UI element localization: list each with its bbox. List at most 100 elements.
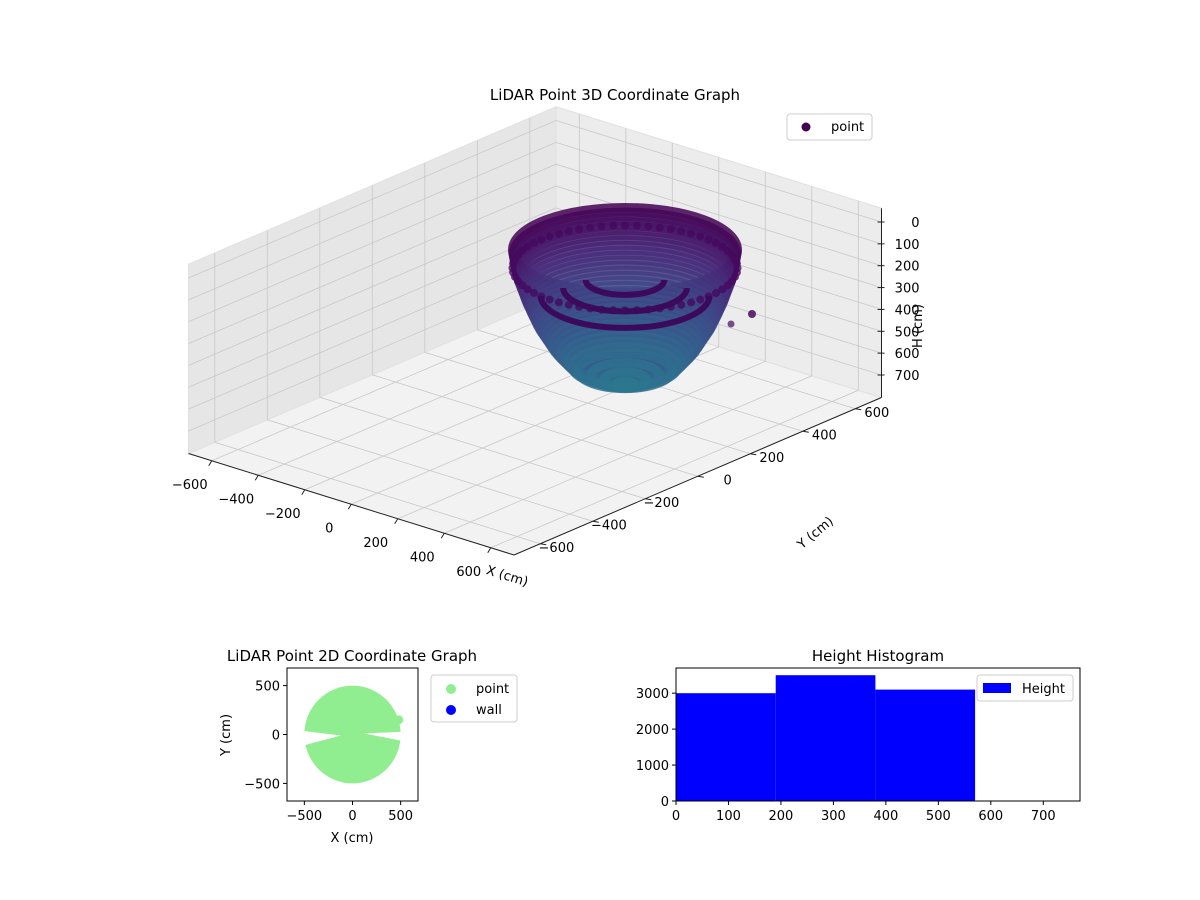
point-notch: [300, 730, 341, 747]
x-tick-label: −200: [265, 507, 301, 522]
grid-y: [319, 208, 646, 500]
y-tick-label: 0: [272, 729, 280, 744]
x-tick-label: 400: [873, 809, 898, 824]
height-histogram-ticks: 0 100 200 300 400 500 600 700 0 1000 2000 3000: [636, 687, 1056, 824]
y-tick-label: −400: [591, 518, 627, 533]
y-tick: [855, 408, 862, 411]
y-tick-label: 0: [661, 795, 669, 810]
z-tick-label: 300: [895, 282, 920, 297]
lidar-3d-xlabel: X (cm): [484, 563, 530, 590]
x-tick-label: 600: [978, 809, 1003, 824]
grid-y: [371, 185, 698, 477]
point: [575, 225, 584, 234]
y-tick-label: −500: [244, 777, 280, 792]
x-tick: [487, 547, 492, 554]
point-notch: [364, 731, 405, 742]
x-tick-label: 200: [363, 536, 388, 551]
point-arc: [560, 287, 690, 315]
x-tick: [254, 474, 259, 481]
y-tick-label: 200: [759, 451, 784, 466]
z-tick-label: 0: [911, 216, 919, 231]
point: [655, 223, 664, 232]
z-tick-label: 600: [895, 347, 920, 362]
lidar-2d-legend-point-marker: [446, 684, 456, 694]
y-tick-label: −200: [644, 496, 680, 511]
grid-z: [188, 185, 882, 344]
point-ring: [612, 376, 638, 392]
x-tick-label: 200: [769, 809, 794, 824]
grid-z: [188, 163, 882, 323]
point-arc: [537, 295, 713, 331]
lidar-2d-legend-wall-marker: [446, 705, 456, 715]
x-tick-label: 500: [388, 809, 413, 824]
x-tick-label: −600: [172, 478, 208, 493]
grid-z: [188, 120, 882, 279]
lidar-3d-ylabel: Y (cm): [794, 514, 837, 553]
x-axis-line: [188, 453, 515, 556]
lidar-3d-axes: −600 −400 −200 0 200 400 600 −600 −400 −200 0 200 40…: [172, 208, 920, 580]
grid-z: [188, 141, 882, 301]
point: [704, 235, 713, 244]
point: [545, 232, 554, 241]
lidar-3d-grid: [188, 114, 882, 549]
point: [554, 298, 563, 307]
z-tick-label: 700: [895, 369, 920, 384]
x-tick-label: −400: [218, 492, 254, 507]
lidar-2d-chart: LiDAR Point 2D Coordinate Graph −500 0 500…: [219, 647, 518, 846]
grid-x: [351, 157, 720, 505]
point: [696, 295, 705, 304]
y-axis-line: [513, 397, 882, 556]
grid-y: [266, 230, 593, 522]
histogram-bar: [875, 689, 976, 801]
lidar-2d-ticks: −500 0 500 −500 0 500: [244, 680, 413, 824]
point: [696, 232, 705, 241]
x-tick-label: 500: [926, 809, 951, 824]
point-outlier: [748, 310, 756, 318]
lidar-3d-chart: LiDAR Point 3D Coordinate Graph −600 −400…: [172, 86, 926, 590]
height-histogram-legend: Height: [976, 674, 1074, 702]
point: [632, 221, 641, 230]
y-tick-label: −600: [539, 541, 575, 556]
grid-z: [188, 207, 882, 366]
x-tick-label: 0: [325, 521, 333, 536]
point: [621, 221, 629, 230]
x-tick: [440, 532, 445, 539]
point: [644, 222, 653, 231]
lidar-2d-legend: point wall: [430, 674, 518, 723]
point: [530, 289, 538, 297]
point: [718, 285, 727, 294]
point-arc: [582, 279, 668, 298]
y-tick-label: 500: [255, 680, 280, 695]
grid-y: [424, 163, 751, 455]
grid-x: [490, 201, 859, 549]
point: [586, 223, 595, 232]
x-tick-label: 300: [821, 809, 846, 824]
lidar-3d-point-cloud: [508, 203, 756, 394]
z-tick-label: 200: [895, 260, 920, 275]
height-histogram-legend-box: [976, 674, 1074, 702]
histogram-bar: [775, 675, 876, 801]
height-histogram-bars: [676, 675, 976, 801]
lidar-3d-title: LiDAR Point 3D Coordinate Graph: [490, 86, 740, 104]
y-tick: [697, 475, 704, 478]
point: [732, 259, 741, 268]
grid-x: [397, 172, 766, 520]
y-tick-label: 400: [812, 428, 837, 443]
point: [530, 239, 538, 247]
y-tick-label: 1000: [636, 759, 669, 774]
y-tick: [645, 498, 652, 501]
z-tick-label: 500: [895, 325, 920, 340]
x-tick: [394, 518, 399, 525]
x-tick: [347, 503, 352, 510]
x-tick-label: 700: [1031, 809, 1056, 824]
point: [712, 239, 720, 247]
point: [687, 229, 696, 238]
x-tick-label: 0: [348, 809, 356, 824]
y-tick: [750, 453, 757, 456]
x-tick-label: 0: [672, 809, 680, 824]
point-outlier: [727, 320, 735, 328]
x-tick: [208, 460, 213, 467]
lidar-2d-legend-wall-label: wall: [476, 703, 502, 718]
height-histogram-chart: Height Histogram 0 100 200 300 400 500 600 7000…: [636, 647, 1081, 824]
x-tick-label: 400: [410, 550, 435, 565]
